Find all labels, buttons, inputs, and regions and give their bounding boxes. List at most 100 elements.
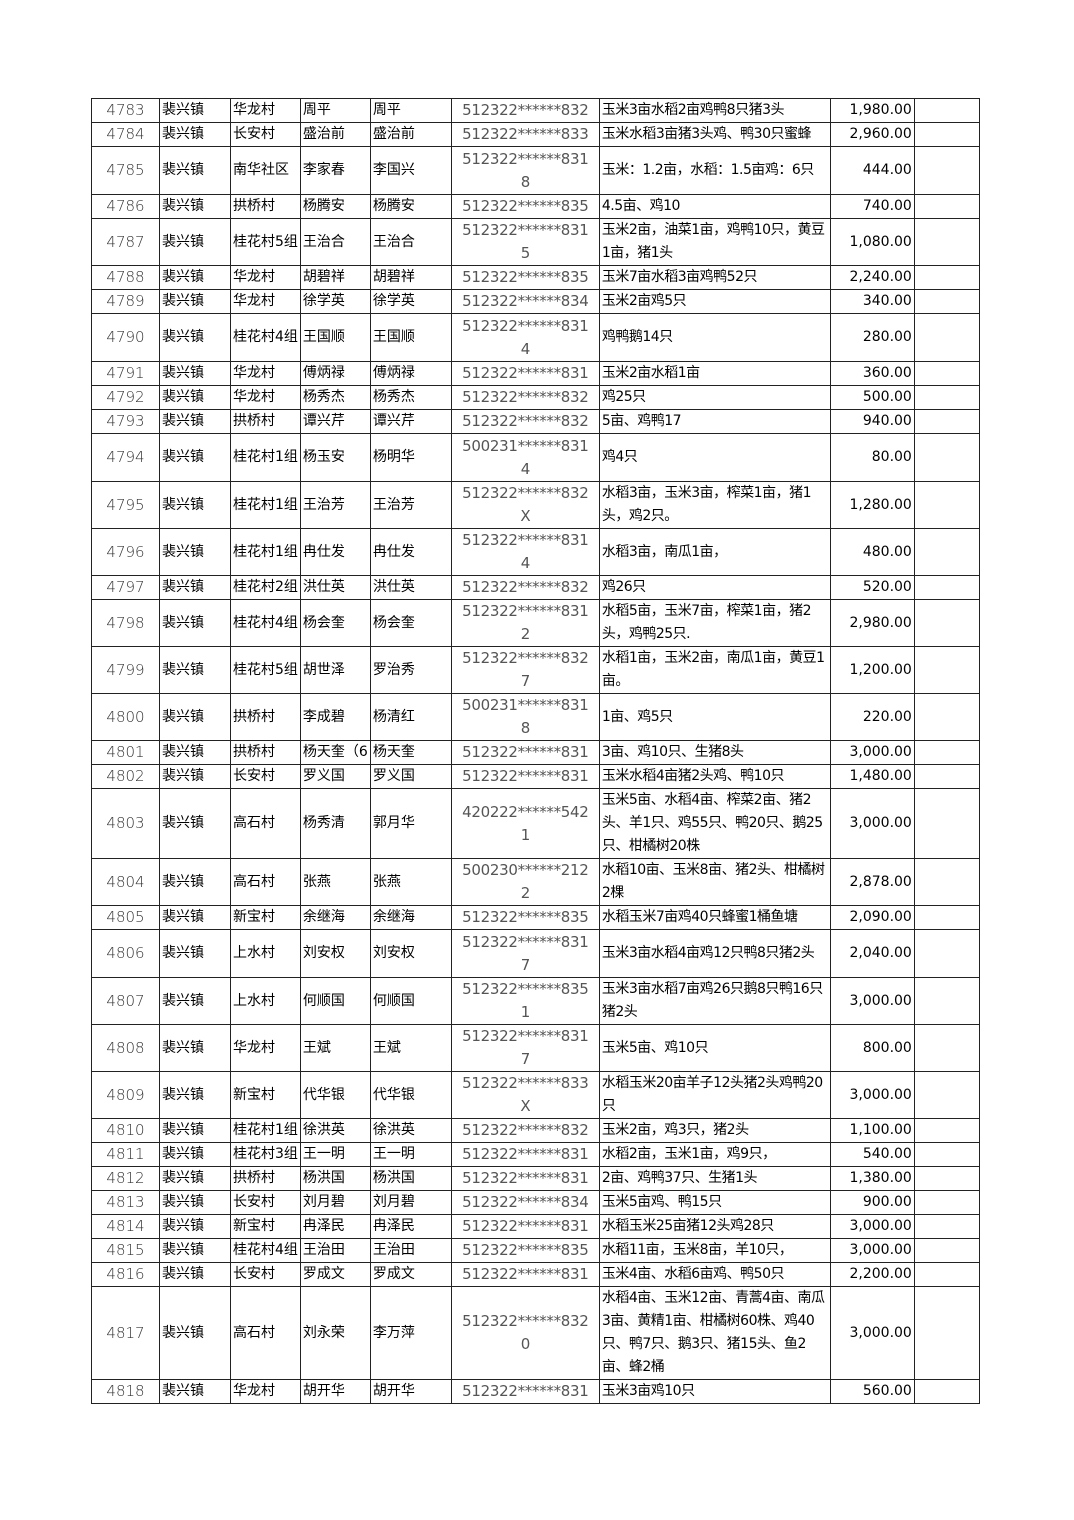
- village-cell: 桂花村1组: [230, 1118, 301, 1143]
- village-cell: 华龙村: [230, 1379, 301, 1404]
- village-cell: 南华社区: [230, 146, 301, 195]
- village-cell: 桂花村4组: [230, 313, 301, 362]
- description-cell: 4.5亩、鸡10: [598, 194, 831, 219]
- name-cell: 杨秀杰: [299, 385, 371, 410]
- row-number: 4800: [91, 693, 160, 741]
- row-number: 4786: [91, 194, 160, 219]
- town-cell: 裴兴镇: [159, 740, 231, 765]
- description-cell: 水稻玉米25亩猪12头鸡28只: [598, 1214, 831, 1239]
- empty-cell: [913, 409, 980, 434]
- amount-cell: 80.00: [829, 433, 915, 482]
- description-cell: 玉米5亩鸡、鸭15只: [598, 1190, 831, 1215]
- row-number: 4812: [91, 1166, 160, 1191]
- id-number-cell: 512322******831: [450, 361, 600, 386]
- amount-cell: 220.00: [829, 693, 915, 741]
- description-cell: 鸡4只: [598, 433, 831, 482]
- town-cell: 裴兴镇: [159, 1190, 231, 1215]
- recipient-cell: 代华银: [369, 1071, 452, 1119]
- town-cell: 裴兴镇: [159, 1262, 231, 1287]
- name-cell: 杨玉安: [299, 433, 371, 482]
- table-row: 4818 裴兴镇 华龙村 胡开华 胡开华 512322******831 玉米3亩鸡10只 5…: [91, 1379, 980, 1404]
- description-cell: 3亩、鸡10只、生猪8头: [598, 740, 831, 765]
- name-cell: 盛治前: [299, 122, 371, 147]
- village-cell: 拱桥村: [230, 1166, 301, 1191]
- name-cell: 胡碧祥: [299, 265, 371, 290]
- recipient-cell: 盛治前: [369, 122, 452, 147]
- table-row: 4792 裴兴镇 华龙村 杨秀杰 杨秀杰 512322******832 鸡25只 500.0…: [91, 385, 980, 410]
- description-cell: 鸡26只: [598, 575, 831, 600]
- row-number: 4816: [91, 1262, 160, 1287]
- amount-cell: 3,000.00: [829, 740, 915, 765]
- description-cell: 玉米水稻3亩猪3头鸡、鸭30只蜜蜂: [598, 122, 831, 147]
- id-number-cell: 512322******831 4: [450, 313, 600, 362]
- empty-cell: [913, 1190, 980, 1215]
- description-cell: 水稻3亩，玉米3亩，榨菜1亩，猪1头，鸡2只。: [598, 481, 831, 529]
- amount-cell: 2,240.00: [829, 265, 915, 290]
- amount-cell: 2,200.00: [829, 1262, 915, 1287]
- town-cell: 裴兴镇: [159, 1024, 231, 1072]
- town-cell: 裴兴镇: [159, 218, 231, 266]
- village-cell: 长安村: [230, 1262, 301, 1287]
- amount-cell: 3,000.00: [829, 977, 915, 1025]
- town-cell: 裴兴镇: [159, 1071, 231, 1119]
- description-cell: 玉米：1.2亩，水稻：1.5亩鸡：6只: [598, 146, 831, 195]
- description-cell: 水稻3亩，南瓜1亩，: [598, 528, 831, 576]
- row-number: 4795: [91, 481, 160, 529]
- recipient-cell: 徐洪英: [369, 1118, 452, 1143]
- town-cell: 裴兴镇: [159, 905, 231, 930]
- id-number-cell: 512322******835: [450, 1238, 600, 1263]
- village-cell: 桂花村4组: [230, 1238, 301, 1263]
- amount-cell: 520.00: [829, 575, 915, 600]
- row-number: 4790: [91, 313, 160, 362]
- empty-cell: [913, 599, 980, 647]
- village-cell: 新宝村: [230, 1071, 301, 1119]
- id-number-cell: 512322******835 1: [450, 977, 600, 1025]
- empty-cell: [913, 1142, 980, 1167]
- village-cell: 上水村: [230, 929, 301, 978]
- name-cell: 何顺国: [299, 977, 371, 1025]
- table-row: 4790 裴兴镇 桂花村4组 王国顺 王国顺 512322******831 4 鸡鸭鹅14…: [91, 313, 980, 362]
- recipient-cell: 杨会奎: [369, 599, 452, 647]
- amount-cell: 2,040.00: [829, 929, 915, 978]
- amount-cell: 2,980.00: [829, 599, 915, 647]
- amount-cell: 1,200.00: [829, 646, 915, 694]
- empty-cell: [913, 433, 980, 482]
- amount-cell: 1,280.00: [829, 481, 915, 529]
- table-row: 4799 裴兴镇 桂花村5组 胡世泽 罗治秀 512322******832 7 水稻1亩，…: [91, 646, 980, 694]
- amount-cell: 480.00: [829, 528, 915, 576]
- table-row: 4791 裴兴镇 华龙村 傅炳禄 傅炳禄 512322******831 玉米2亩水稻1亩 3…: [91, 361, 980, 386]
- description-cell: 水稻2亩，玉米1亩，鸡9只，: [598, 1142, 831, 1167]
- description-cell: 玉米4亩、水稻6亩鸡、鸭50只: [598, 1262, 831, 1287]
- village-cell: 高石村: [230, 858, 301, 906]
- village-cell: 新宝村: [230, 905, 301, 930]
- row-number: 4808: [91, 1024, 160, 1072]
- table-row: 4816 裴兴镇 长安村 罗成文 罗成文 512322******831 玉米4亩、水稻6亩…: [91, 1262, 980, 1287]
- recipient-cell: 何顺国: [369, 977, 452, 1025]
- table-row: 4784 裴兴镇 长安村 盛治前 盛治前 512322******833 玉米水稻3亩猪3头…: [91, 122, 980, 147]
- name-cell: 李成碧: [299, 693, 371, 741]
- row-number: 4810: [91, 1118, 160, 1143]
- amount-cell: 740.00: [829, 194, 915, 219]
- row-number: 4805: [91, 905, 160, 930]
- amount-cell: 3,000.00: [829, 1238, 915, 1263]
- name-cell: 罗成文: [299, 1262, 371, 1287]
- table-row: 4811 裴兴镇 桂花村3组 王一明 王一明 512322******831 水稻2亩，玉米…: [91, 1142, 980, 1167]
- table-body: 4783 裴兴镇 华龙村 周平 周平 512322******832 玉米3亩水稻2亩鸡鸭8…: [91, 98, 980, 1404]
- table-row: 4812 裴兴镇 拱桥村 杨洪国 杨洪国 512322******831 2亩、鸡鸭37只、…: [91, 1166, 980, 1191]
- village-cell: 桂花村2组: [230, 575, 301, 600]
- town-cell: 裴兴镇: [159, 1166, 231, 1191]
- id-number-cell: 512322******835: [450, 265, 600, 290]
- town-cell: 裴兴镇: [159, 929, 231, 978]
- town-cell: 裴兴镇: [159, 1118, 231, 1143]
- row-number: 4797: [91, 575, 160, 600]
- amount-cell: 1,380.00: [829, 1166, 915, 1191]
- description-cell: 玉米5亩、鸡10只: [598, 1024, 831, 1072]
- empty-cell: [913, 481, 980, 529]
- town-cell: 裴兴镇: [159, 1238, 231, 1263]
- id-number-cell: 500231******831 4: [450, 433, 600, 482]
- table-row: 4800 裴兴镇 拱桥村 李成碧 杨清红 500231******831 8 1亩、鸡5只 2…: [91, 693, 980, 741]
- row-number: 4788: [91, 265, 160, 290]
- name-cell: 王治合: [299, 218, 371, 266]
- recipient-cell: 杨洪国: [369, 1166, 452, 1191]
- description-cell: 2亩、鸡鸭37只、生猪1头: [598, 1166, 831, 1191]
